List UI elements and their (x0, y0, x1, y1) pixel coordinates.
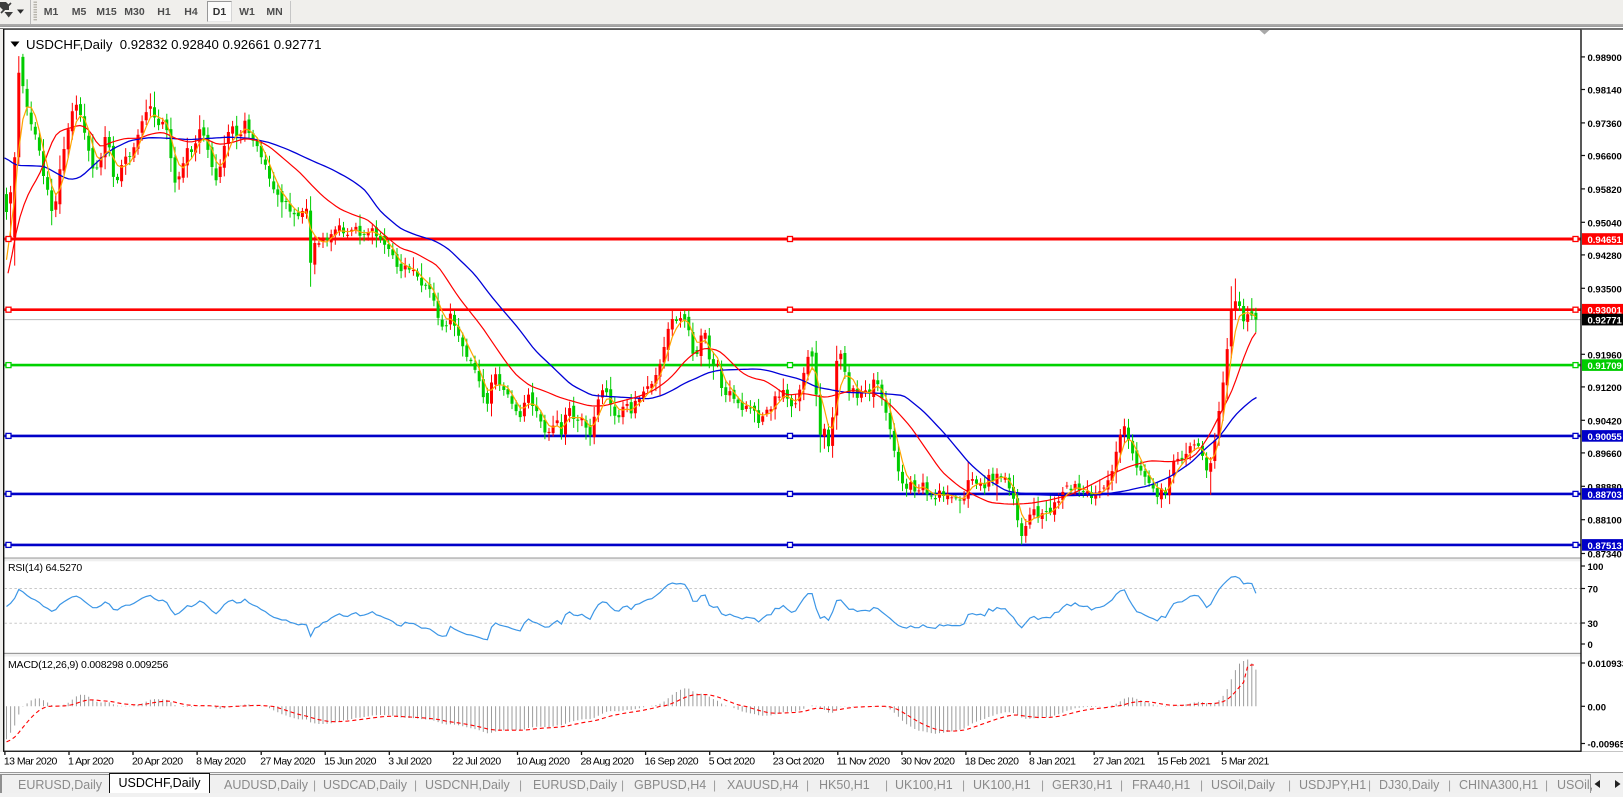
svg-text:16 Sep 2020: 16 Sep 2020 (645, 755, 699, 767)
svg-text:30 Nov 2020: 30 Nov 2020 (901, 755, 955, 767)
svg-text:5 Mar 2021: 5 Mar 2021 (1221, 755, 1269, 767)
svg-text:27 Jan 2021: 27 Jan 2021 (1093, 755, 1145, 767)
svg-text:0.98900: 0.98900 (1588, 53, 1622, 64)
svg-text:0.88100: 0.88100 (1588, 516, 1622, 527)
svg-text:100: 100 (1588, 562, 1604, 573)
svg-text:70: 70 (1588, 585, 1599, 596)
svg-text:30: 30 (1588, 619, 1599, 630)
svg-text:0.98140: 0.98140 (1588, 86, 1622, 97)
svg-text:0.89660: 0.89660 (1588, 449, 1622, 460)
svg-text:8 May 2020: 8 May 2020 (196, 755, 246, 767)
svg-text:0.96600: 0.96600 (1588, 152, 1622, 163)
svg-text:0.87513: 0.87513 (1588, 541, 1622, 552)
svg-text:8 Jan 2021: 8 Jan 2021 (1029, 755, 1076, 767)
svg-text:0.93500: 0.93500 (1588, 284, 1622, 295)
svg-text:0.90055: 0.90055 (1588, 432, 1623, 443)
svg-text:0.95040: 0.95040 (1588, 218, 1622, 229)
svg-text:0.91709: 0.91709 (1588, 361, 1622, 372)
svg-text:0.93001: 0.93001 (1588, 306, 1623, 317)
svg-text:RSI(14) 64.5270: RSI(14) 64.5270 (8, 562, 82, 574)
svg-text:5 Oct 2020: 5 Oct 2020 (709, 755, 756, 767)
svg-text:18 Dec 2020: 18 Dec 2020 (965, 755, 1019, 767)
svg-text:0.90420: 0.90420 (1588, 416, 1622, 427)
svg-text:22 Jul 2020: 22 Jul 2020 (452, 755, 501, 767)
svg-text:0.010933: 0.010933 (1588, 659, 1623, 670)
svg-text:0: 0 (1588, 640, 1593, 651)
svg-text:15 Jun 2020: 15 Jun 2020 (324, 755, 376, 767)
svg-text:23 Oct 2020: 23 Oct 2020 (773, 755, 825, 767)
svg-text:0.00: 0.00 (1588, 702, 1607, 713)
svg-text:MACD(12,26,9) 0.008298 0.00925: MACD(12,26,9) 0.008298 0.009256 (8, 659, 169, 671)
svg-text:20 Apr 2020: 20 Apr 2020 (132, 755, 183, 767)
svg-text:3 Jul 2020: 3 Jul 2020 (388, 755, 432, 767)
svg-text:0.97360: 0.97360 (1588, 119, 1622, 130)
svg-text:0.95820: 0.95820 (1588, 185, 1622, 196)
svg-text:0.88880: 0.88880 (1588, 482, 1622, 493)
svg-text:0.88703: 0.88703 (1588, 490, 1622, 501)
svg-text:0.94651: 0.94651 (1588, 235, 1623, 246)
svg-text:0.94280: 0.94280 (1588, 251, 1622, 262)
svg-text:0.91200: 0.91200 (1588, 383, 1622, 394)
svg-text:13 Mar 2020: 13 Mar 2020 (4, 755, 58, 767)
svg-text:USDCHF,Daily 0.92832 0.92840: USDCHF,Daily 0.92832 0.92840 0.92661 0.9… (26, 37, 321, 52)
svg-text:10 Aug 2020: 10 Aug 2020 (517, 755, 571, 767)
svg-text:11 Nov 2020: 11 Nov 2020 (837, 755, 890, 767)
svg-text:27 May 2020: 27 May 2020 (260, 755, 315, 767)
svg-text:0.87340: 0.87340 (1588, 550, 1622, 561)
svg-text:1 Apr 2020: 1 Apr 2020 (68, 755, 114, 767)
svg-text:-0.009657: -0.009657 (1588, 740, 1623, 751)
svg-text:0.92771: 0.92771 (1588, 316, 1623, 327)
svg-text:0.91960: 0.91960 (1588, 350, 1622, 361)
svg-text:28 Aug 2020: 28 Aug 2020 (581, 755, 635, 767)
svg-text:15 Feb 2021: 15 Feb 2021 (1157, 755, 1211, 767)
